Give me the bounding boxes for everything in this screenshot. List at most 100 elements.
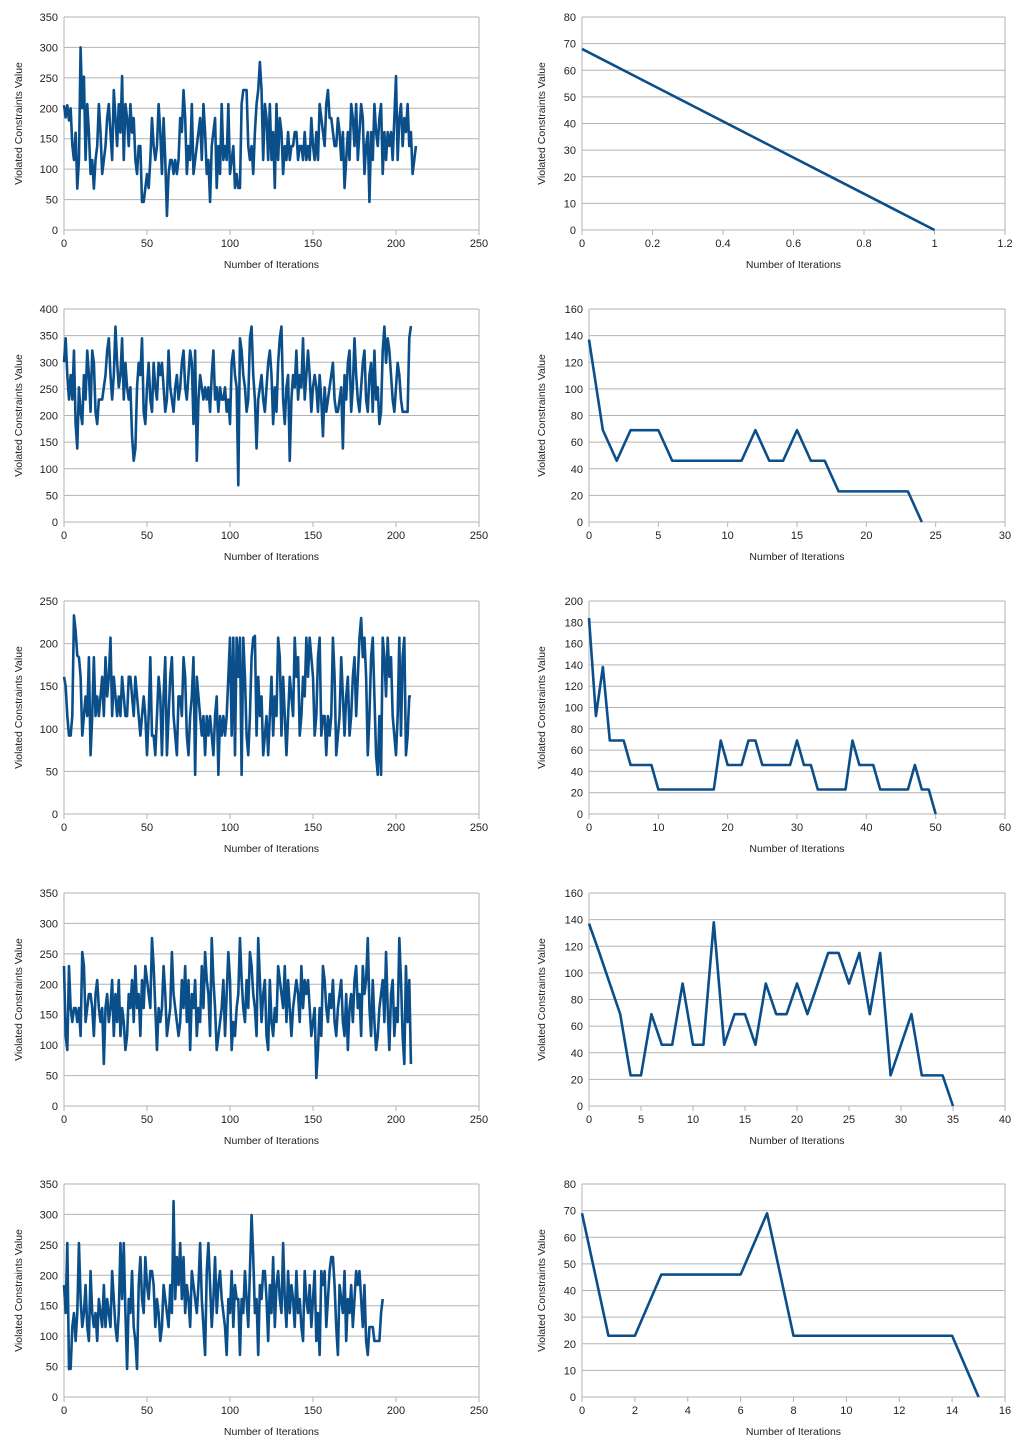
x-tick-label: 20: [791, 1114, 803, 1126]
y-tick-label: 40: [571, 1048, 583, 1060]
x-axis-label: Number of Iterations: [224, 259, 319, 271]
x-tick-label: 15: [791, 530, 803, 542]
x-tick-label: 0.8: [856, 238, 871, 250]
series-line: [587, 617, 937, 815]
series-line: [62, 936, 413, 1080]
x-tick-label: 8: [790, 1405, 796, 1417]
y-tick-label: 200: [40, 411, 58, 423]
x-tick-label: 10: [652, 822, 664, 834]
x-tick-label: 100: [221, 822, 239, 834]
y-tick-label: 60: [571, 1021, 583, 1033]
y-tick-label: 200: [40, 979, 58, 991]
x-tick-label: 0.6: [786, 238, 801, 250]
x-axis-label: Number of Iterations: [224, 1135, 319, 1147]
y-tick-label: 40: [571, 464, 583, 476]
y-tick-label: 120: [565, 681, 583, 693]
x-tick-label: 30: [895, 1114, 907, 1126]
x-tick-label: 16: [999, 1405, 1011, 1417]
y-tick-label: 100: [565, 703, 583, 715]
y-tick-label: 0: [577, 1101, 583, 1113]
y-axis-label: Violated Constraints Value: [536, 354, 548, 477]
x-tick-label: 0: [579, 238, 585, 250]
chart-2: 0 10 20 30 40 50 60 70 80 0 0.2 0.4 0.6 0.8 1 1.2 Number…: [536, 12, 1013, 271]
x-tick-label: 4: [685, 1405, 691, 1417]
x-tick-label: 1: [931, 238, 937, 250]
y-axis-label: Violated Constraints Value: [13, 1229, 25, 1352]
y-tick-label: 0: [577, 809, 583, 821]
x-tick-label: 30: [791, 822, 803, 834]
x-tick-label: 150: [304, 1405, 322, 1417]
y-tick-label: 100: [40, 1331, 58, 1343]
y-tick-label: 30: [564, 1312, 576, 1324]
x-tick-label: 250: [470, 530, 488, 542]
chart-6: 0 20 40 60 80 100 120 140 160 180 200 0 10 20 30 40 50 60…: [536, 596, 1011, 855]
series-line: [62, 1199, 385, 1371]
x-tick-label: 20: [722, 822, 734, 834]
y-tick-label: 0: [577, 517, 583, 529]
x-tick-label: 5: [655, 530, 661, 542]
y-tick-label: 250: [40, 384, 58, 396]
y-tick-label: 20: [571, 490, 583, 502]
x-tick-label: 250: [470, 1405, 488, 1417]
x-tick-label: 60: [999, 822, 1011, 834]
y-tick-label: 50: [564, 92, 576, 104]
x-axis-label: Number of Iterations: [224, 551, 319, 563]
y-tick-label: 300: [40, 918, 58, 930]
y-tick-label: 160: [565, 888, 583, 900]
x-tick-label: 250: [470, 238, 488, 250]
y-tick-label: 150: [40, 1010, 58, 1022]
x-tick-label: 30: [999, 530, 1011, 542]
x-tick-label: 50: [141, 1114, 153, 1126]
x-tick-label: 25: [843, 1114, 855, 1126]
y-tick-label: 300: [40, 42, 58, 54]
x-tick-label: 200: [387, 1405, 405, 1417]
y-axis-label: Violated Constraints Value: [536, 62, 548, 185]
x-tick-label: 0: [586, 1114, 592, 1126]
y-tick-label: 80: [571, 411, 583, 423]
y-tick-label: 150: [40, 437, 58, 449]
x-axis-label: Number of Iterations: [749, 551, 844, 563]
x-tick-label: 200: [387, 822, 405, 834]
y-tick-label: 60: [571, 745, 583, 757]
y-tick-label: 20: [571, 1074, 583, 1086]
x-tick-label: 0: [586, 822, 592, 834]
x-tick-label: 150: [304, 530, 322, 542]
y-tick-label: 150: [40, 1301, 58, 1313]
x-tick-label: 1.2: [997, 238, 1012, 250]
y-tick-label: 20: [564, 172, 576, 184]
y-tick-label: 40: [564, 119, 576, 131]
x-tick-label: 40: [999, 1114, 1011, 1126]
x-tick-label: 200: [387, 1114, 405, 1126]
x-tick-label: 0.4: [715, 238, 730, 250]
x-tick-label: 50: [930, 822, 942, 834]
series-line: [580, 1211, 980, 1398]
series-line: [62, 325, 413, 487]
x-tick-label: 50: [141, 530, 153, 542]
y-tick-label: 0: [52, 1392, 58, 1404]
y-tick-label: 200: [40, 1270, 58, 1282]
series-line: [581, 47, 936, 232]
y-tick-label: 0: [52, 1101, 58, 1113]
x-tick-label: 5: [638, 1114, 644, 1126]
y-tick-label: 350: [40, 1179, 58, 1191]
y-tick-label: 350: [40, 331, 58, 343]
y-tick-label: 50: [46, 490, 58, 502]
y-tick-label: 40: [571, 766, 583, 778]
y-tick-label: 100: [40, 1040, 58, 1052]
y-tick-label: 180: [565, 617, 583, 629]
y-tick-label: 350: [40, 12, 58, 24]
x-tick-label: 150: [304, 822, 322, 834]
y-tick-label: 120: [565, 357, 583, 369]
y-tick-label: 50: [46, 766, 58, 778]
chart-4: 0 20 40 60 80 100 120 140 160 0 5 10 15 20 25 30 Number …: [536, 304, 1011, 563]
y-tick-label: 400: [40, 304, 58, 316]
y-tick-label: 140: [565, 331, 583, 343]
y-axis-label: Violated Constraints Value: [536, 1229, 548, 1352]
chart-7: 0 50 100 150 200 250 300 350 0 50 100 150 200 250 Numb…: [13, 888, 488, 1147]
x-axis-label: Number of Iterations: [224, 843, 319, 855]
chart-10: 0 10 20 30 40 50 60 70 80 0 2 4 6 8 10 12 14 16 Number of …: [536, 1179, 1011, 1438]
x-tick-label: 200: [387, 530, 405, 542]
y-tick-label: 60: [564, 1232, 576, 1244]
x-axis-label: Number of Iterations: [746, 259, 841, 271]
y-axis-label: Violated Constraints Value: [13, 354, 25, 477]
